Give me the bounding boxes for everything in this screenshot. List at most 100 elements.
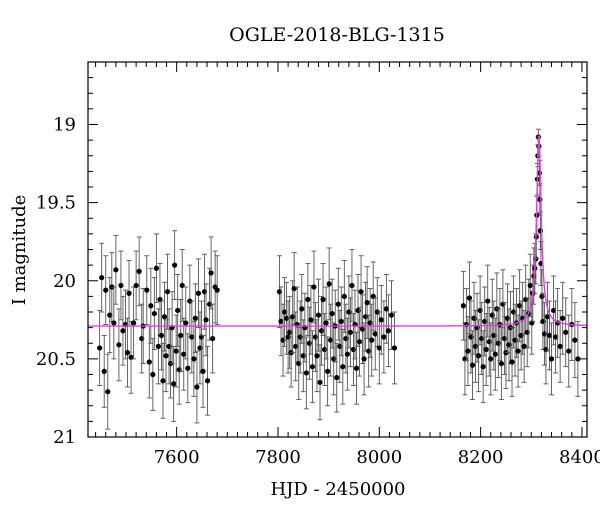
data-marker [155, 343, 162, 349]
data-marker [544, 314, 551, 320]
data-point [189, 300, 195, 374]
data-marker [158, 332, 165, 339]
data-point [388, 280, 395, 350]
data-point [344, 317, 350, 391]
data-marker [550, 307, 557, 314]
data-marker [103, 287, 109, 293]
data-marker [192, 315, 198, 321]
data-point [572, 302, 578, 379]
data-point [325, 336, 331, 407]
data-marker [560, 315, 566, 321]
data-marker [309, 364, 316, 370]
data-point [552, 300, 559, 374]
data-point [548, 322, 555, 396]
data-marker [338, 318, 344, 324]
data-point [113, 234, 119, 305]
data-point [278, 286, 284, 357]
data-point [538, 241, 544, 286]
data-marker [335, 301, 341, 307]
data-point [214, 255, 220, 325]
data-marker [391, 345, 398, 351]
data-marker [305, 296, 311, 303]
data-marker [315, 312, 322, 318]
data-marker [113, 267, 119, 273]
data-point [376, 311, 382, 385]
data-marker [388, 312, 395, 318]
data-marker [498, 360, 504, 367]
data-marker [153, 265, 159, 271]
data-marker [160, 378, 166, 384]
data-point [101, 334, 107, 408]
data-point [173, 314, 179, 388]
data-marker [148, 303, 154, 309]
data-point [340, 328, 346, 405]
data-marker [334, 375, 340, 381]
data-point [563, 297, 569, 368]
data-point [194, 350, 200, 424]
x-tick-label: 8000 [356, 447, 402, 468]
data-marker [353, 365, 360, 371]
data-point [155, 308, 162, 385]
data-point [391, 311, 398, 385]
chart-title: OGLE-2018-BLG-1315 [229, 24, 445, 46]
data-point [281, 277, 288, 347]
data-marker [475, 353, 482, 359]
data-point [299, 274, 305, 344]
data-marker [460, 303, 466, 309]
data-point [210, 303, 216, 374]
data-marker [311, 284, 317, 290]
data-marker [278, 318, 284, 324]
data-marker [214, 287, 220, 293]
data-point [185, 333, 191, 404]
data-marker [552, 334, 559, 340]
data-marker [171, 381, 177, 387]
data-marker [344, 351, 350, 357]
data-marker [163, 353, 169, 359]
data-point [560, 281, 566, 355]
data-point [479, 302, 485, 375]
data-marker [323, 320, 329, 326]
data-marker [521, 343, 527, 349]
data-marker [347, 329, 354, 335]
data-marker [97, 345, 103, 351]
data-marker [385, 328, 392, 334]
data-marker [383, 306, 389, 312]
data-marker [485, 298, 491, 304]
data-marker [356, 339, 363, 345]
x-tick-label: 8200 [458, 447, 504, 468]
data-point [128, 320, 134, 394]
data-point [358, 255, 364, 329]
data-marker [120, 328, 126, 334]
data-point [521, 309, 527, 383]
data-point [385, 294, 392, 368]
data-marker [364, 300, 370, 306]
data-point [148, 267, 154, 344]
data-marker [483, 346, 489, 353]
data-marker [572, 337, 578, 343]
data-marker [191, 356, 197, 362]
data-marker [208, 270, 214, 276]
data-point [381, 300, 387, 374]
data-marker [183, 320, 189, 326]
y-tick-label: 20 [53, 271, 76, 292]
data-point [107, 277, 113, 354]
data-point [126, 259, 132, 327]
data-point [178, 299, 184, 372]
data-marker [361, 356, 367, 362]
data-point [151, 277, 157, 350]
data-marker [299, 306, 305, 312]
data-marker [194, 384, 200, 390]
data-point [124, 317, 131, 388]
data-point [130, 286, 137, 360]
data-point [133, 250, 139, 321]
data-marker [546, 332, 553, 339]
y-tick-label: 19 [53, 115, 76, 136]
data-point [323, 286, 329, 360]
y-tick-label: 20.5 [36, 349, 76, 370]
data-marker [146, 359, 152, 365]
data-marker [469, 362, 476, 368]
y-axis-label: I magnitude [9, 195, 30, 306]
data-point [515, 314, 521, 388]
data-point [378, 284, 384, 355]
